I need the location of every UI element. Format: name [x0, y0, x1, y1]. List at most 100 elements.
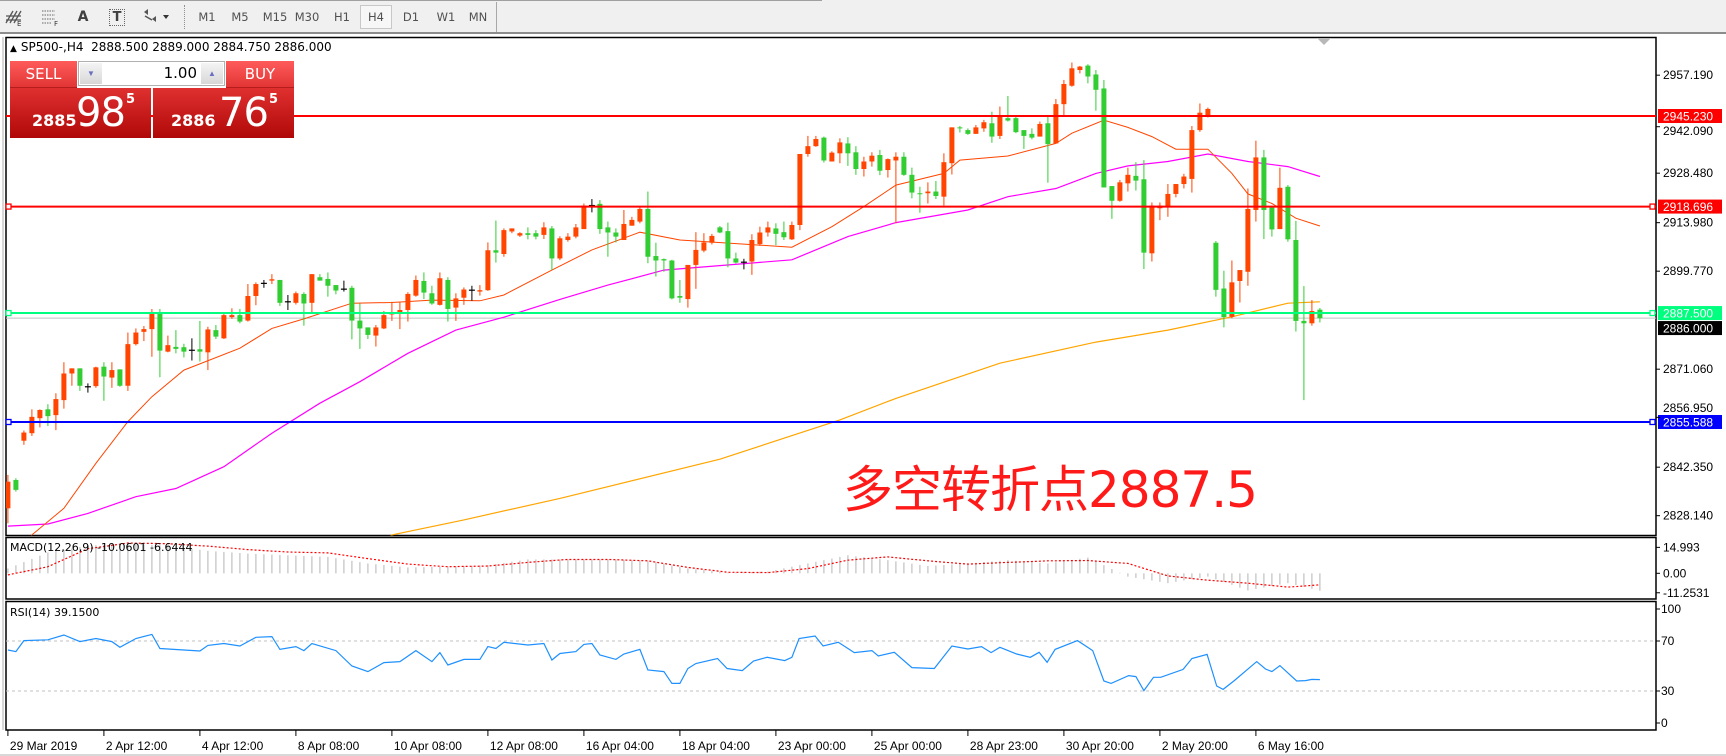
sell-button[interactable]: SELL	[10, 61, 77, 88]
candle	[517, 232, 523, 237]
level-price-box	[1658, 306, 1722, 321]
candle-body	[1285, 186, 1291, 240]
buy-button[interactable]: BUY	[226, 61, 294, 88]
timeframe-m15-button[interactable]: M15	[262, 10, 288, 24]
text-label-tool-button[interactable]: T	[106, 5, 128, 29]
candle-body	[6, 481, 11, 509]
elliott-wave-tool-button[interactable]: E	[3, 5, 25, 29]
candle	[213, 325, 219, 340]
candle-body	[1037, 123, 1043, 137]
line-anchor-right[interactable]	[1649, 203, 1656, 210]
macd-plot-area	[7, 542, 1321, 591]
lot-size-input[interactable]: 1.00	[163, 64, 197, 82]
candle-body	[269, 279, 275, 281]
timeframe-mn-button[interactable]: MN	[468, 10, 488, 24]
candle-body	[909, 174, 915, 193]
candle	[861, 156, 867, 177]
line-anchor-right[interactable]	[1649, 309, 1656, 317]
svg-text:E: E	[17, 20, 21, 27]
candle-body	[893, 156, 899, 161]
candle-body	[605, 227, 611, 233]
candle	[901, 152, 907, 176]
candle	[1045, 116, 1051, 183]
candle	[340, 280, 347, 292]
candle	[13, 478, 19, 492]
candle-body	[37, 410, 43, 419]
macd-panel-border	[5, 536, 1657, 600]
candle	[269, 274, 275, 285]
candle-body	[1021, 130, 1027, 136]
candle	[1157, 202, 1163, 221]
candle-body	[933, 191, 939, 196]
rsi-line	[7, 633, 1320, 692]
candle	[277, 279, 283, 306]
timeframe-m30-button[interactable]: M30	[294, 10, 320, 24]
candle	[1069, 62, 1075, 87]
lot-decrease-button[interactable]: ▼	[80, 63, 102, 84]
candle-body	[789, 224, 795, 240]
timeframe-w1-button[interactable]: W1	[436, 10, 456, 24]
arrows-dropdown-button[interactable]	[139, 5, 175, 29]
bid-price-box	[1658, 321, 1722, 336]
candle	[1245, 188, 1251, 286]
candle	[1109, 186, 1115, 219]
candle-body	[1125, 174, 1131, 184]
candle-body	[853, 152, 859, 170]
candle-body	[1141, 179, 1147, 253]
candle-body	[333, 285, 339, 291]
fibonacci-grid-icon: F	[42, 10, 58, 27]
sell-price-button[interactable]: 2885 98 5	[10, 88, 151, 138]
candle-body	[1229, 282, 1235, 317]
candle	[669, 259, 675, 300]
candle	[445, 277, 451, 322]
candle-body	[597, 203, 603, 230]
buy-price-button[interactable]: 2886 76 5	[153, 88, 294, 138]
candle-body	[181, 347, 187, 352]
candle	[365, 327, 371, 340]
candle-body	[173, 346, 179, 349]
candle-body	[709, 235, 715, 243]
main-plot-area	[6, 62, 1656, 536]
timeframe-m5-button[interactable]: M5	[231, 10, 249, 24]
candle-body	[381, 315, 387, 329]
timeframe-d1-button[interactable]: D1	[402, 10, 420, 24]
candle	[333, 285, 339, 295]
time-axis-label: 18 Apr 04:00	[682, 739, 750, 753]
line-anchor-left[interactable]	[5, 203, 12, 210]
candle	[1293, 220, 1299, 332]
candle-body	[1045, 123, 1051, 145]
level-price-box	[1658, 414, 1722, 429]
candle-body	[565, 236, 571, 241]
toolbar-grip[interactable]	[184, 5, 187, 29]
candle-body	[301, 293, 307, 304]
text-tool-button[interactable]: A	[72, 5, 94, 29]
timeframe-m1-button[interactable]: M1	[198, 10, 216, 24]
timeframe-h4-button[interactable]: H4	[360, 5, 392, 29]
candle-body	[1133, 175, 1139, 181]
candle	[949, 127, 955, 175]
candle	[821, 136, 827, 163]
collapse-triangle-icon[interactable]: ▲	[10, 44, 17, 54]
candle-body	[757, 232, 763, 245]
candle	[653, 242, 659, 277]
candle	[357, 303, 363, 349]
line-anchor-left[interactable]	[5, 309, 12, 317]
candle-body	[525, 233, 531, 235]
timeframe-h1-button[interactable]: H1	[334, 10, 350, 24]
candle	[413, 275, 419, 297]
candle-body	[917, 193, 923, 195]
candle	[549, 226, 555, 271]
candle	[1085, 64, 1091, 84]
fibonacci-grid-tool-button[interactable]: F	[39, 5, 61, 29]
line-anchor-left[interactable]	[5, 418, 12, 426]
candle	[405, 292, 411, 322]
candle-body	[1109, 186, 1115, 201]
candle-body	[421, 280, 427, 293]
candle-body	[845, 143, 851, 154]
line-anchor-right[interactable]	[1649, 418, 1656, 426]
chart-shift-marker[interactable]	[1317, 38, 1331, 45]
candle-body	[477, 290, 483, 292]
lot-increase-button[interactable]: ▲	[201, 63, 223, 84]
candle	[541, 222, 547, 239]
